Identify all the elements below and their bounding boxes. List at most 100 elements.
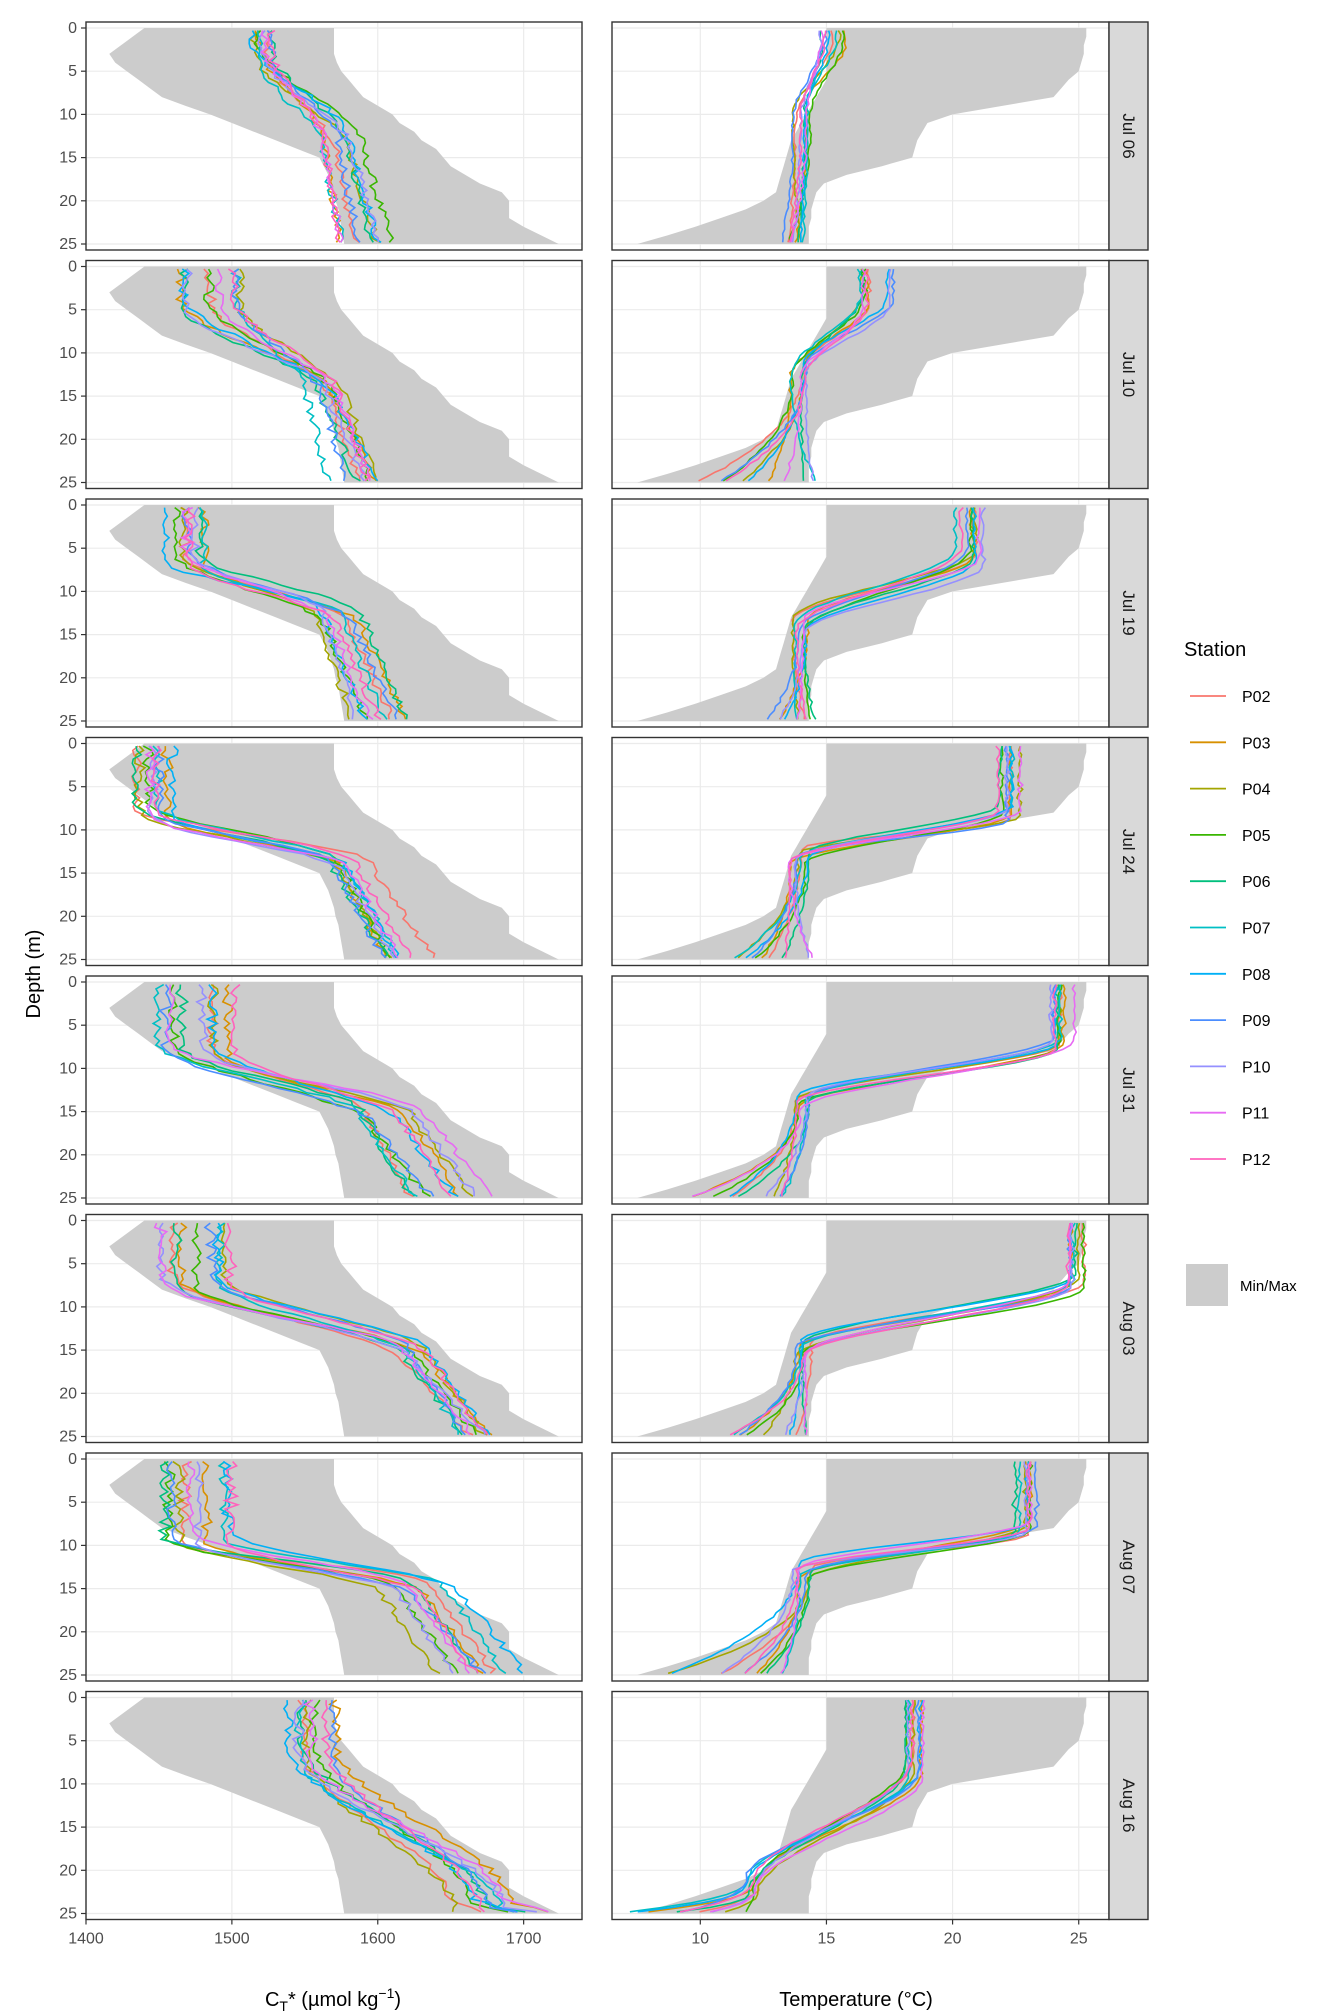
series-line-p12	[229, 983, 452, 1197]
panel-border	[85, 259, 583, 490]
minmax-envelope	[637, 1459, 1087, 1675]
series-line-p04	[724, 1700, 917, 1913]
y-tick-label: 15	[59, 1342, 77, 1359]
series-line-p11	[796, 507, 983, 720]
series-line-p06	[194, 507, 408, 720]
facet-strip-4: Jul 31	[1108, 975, 1149, 1205]
legend-label-p02: P02	[1242, 689, 1271, 706]
series-line-p08	[799, 30, 831, 243]
y-tick-label: 5	[68, 1494, 77, 1511]
series-line-p12	[183, 507, 382, 720]
y-tick-label: 20	[59, 1385, 77, 1402]
facet-strip-2: Jul 19	[1108, 498, 1149, 728]
panel-temp-row-4	[611, 975, 1110, 1205]
y-tick-label: 0	[68, 736, 77, 753]
legend-minmax-swatch	[1186, 1264, 1228, 1306]
y-tick-label: 10	[59, 345, 77, 362]
y-tick-label: 5	[68, 540, 77, 557]
y-tick-label: 25	[59, 713, 77, 730]
series-line-p07	[792, 507, 958, 720]
y-tick-label: 20	[59, 431, 77, 448]
y-tick-label: 0	[68, 20, 77, 37]
facet-strip-label: Jul 06	[1119, 113, 1138, 158]
panel-border	[85, 1213, 583, 1444]
series-line-p02	[166, 1222, 474, 1436]
series-line-p12	[223, 1222, 489, 1436]
series-line-p08	[282, 1700, 518, 1913]
panel-grid: 0 5 10 15 20 25 Jul 06 0 5 10 15 20 25 Jul 10 0 5 10 15 20…	[59, 20, 1149, 1948]
y-tick-label: 0	[68, 1690, 77, 1707]
series-line-p12	[150, 745, 412, 958]
series-line-p10	[195, 984, 475, 1197]
series-line-p03	[328, 1699, 549, 1913]
facet-strip-label: Jul 31	[1119, 1067, 1138, 1112]
facet-strip-label: Aug 03	[1119, 1302, 1138, 1356]
facet-strip-5: Aug 03	[1108, 1213, 1149, 1444]
y-tick-label: 25	[59, 475, 77, 492]
x-axis-title-ct-sup: −1	[378, 1985, 394, 2001]
series-line-p06	[174, 984, 416, 1197]
series-line-p08	[178, 268, 379, 482]
x-tick-label: 1600	[360, 1931, 396, 1948]
series-line-p11	[143, 745, 399, 959]
series-line-p11	[783, 268, 866, 482]
series-line-p12	[784, 745, 1001, 958]
facet-strip-background	[1108, 21, 1149, 251]
facet-strip-background	[1108, 259, 1149, 490]
panel-border	[85, 498, 583, 728]
series-line-p06	[738, 984, 1062, 1198]
series-line-p09	[158, 984, 435, 1197]
panel-ct-row-5: 0 5 10 15 20 25	[59, 1213, 583, 1446]
y-tick-label: 15	[59, 627, 77, 644]
y-tick-label: 5	[68, 1256, 77, 1273]
series-line-p11	[260, 30, 344, 243]
series-line-p07	[801, 30, 838, 243]
series-line-p09	[229, 268, 346, 481]
facet-strip-label: Jul 24	[1119, 829, 1138, 874]
panel-ct-row-4: 0 5 10 15 20 25	[59, 974, 583, 1207]
x-tick-label: 1500	[214, 1931, 250, 1948]
series-line-p10	[779, 507, 987, 720]
series-line-p12	[788, 30, 827, 243]
legend-items: P02 P03 P04 P05 P06 P07 P08 P09 P10 P11 P12	[1190, 689, 1271, 1169]
y-tick-label: 10	[59, 106, 77, 123]
series-line-p12	[794, 507, 964, 720]
panel-temp-row-1	[611, 259, 1110, 490]
facet-strip-3: Jul 24	[1108, 736, 1149, 967]
legend-title: Station	[1184, 639, 1246, 661]
minmax-envelope	[637, 1697, 1087, 1914]
series-line-p07	[788, 268, 864, 481]
panel-ct-row-0: 0 5 10 15 20 25	[59, 20, 583, 253]
y-tick-label: 0	[68, 259, 77, 276]
series-line-p08	[161, 507, 368, 720]
panel-temp-row-6	[611, 1452, 1110, 1682]
series-line-p04	[172, 1460, 441, 1675]
series-line-p11	[214, 268, 371, 481]
panel-ct-row-7: 0 5 10 15 20 25 1400 1500 1600 1700	[59, 1690, 583, 1948]
series-line-p12	[320, 1700, 485, 1913]
series-line-p09	[781, 30, 828, 243]
y-tick-label: 20	[59, 908, 77, 925]
facet-strip-background	[1108, 1452, 1149, 1682]
y-tick-label: 15	[59, 150, 77, 167]
y-tick-label: 5	[68, 779, 77, 796]
legend-label-p11: P11	[1242, 1106, 1269, 1123]
series-line-p10	[192, 1461, 454, 1674]
facet-strip-1: Jul 10	[1108, 259, 1149, 490]
series-line-p11	[185, 1461, 470, 1674]
y-tick-label: 10	[59, 1776, 77, 1793]
series-line-p09	[744, 1461, 1041, 1674]
legend-label-p10: P10	[1242, 1059, 1271, 1076]
series-line-p08	[745, 745, 1015, 959]
y-axis-title: Depth (m)	[23, 930, 45, 1019]
series-line-p11	[787, 746, 1024, 958]
y-tick-label: 5	[68, 63, 77, 80]
facet-strip-background	[1108, 975, 1149, 1205]
panel-temp-row-7: 10 15 20 25	[611, 1690, 1110, 1948]
y-tick-label: 20	[59, 1147, 77, 1164]
minmax-envelope	[637, 266, 1087, 483]
panel-ct-row-6: 0 5 10 15 20 25	[59, 1451, 583, 1684]
legend-minmax-label: Min/Max	[1240, 1278, 1297, 1295]
y-tick-label: 25	[59, 236, 77, 253]
panel-border	[85, 1690, 583, 1921]
